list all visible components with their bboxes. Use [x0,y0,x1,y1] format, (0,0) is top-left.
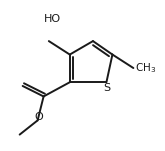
Text: S: S [104,83,111,93]
Text: HO: HO [44,14,61,24]
Text: CH$_3$: CH$_3$ [135,61,156,75]
Text: O: O [34,112,43,122]
